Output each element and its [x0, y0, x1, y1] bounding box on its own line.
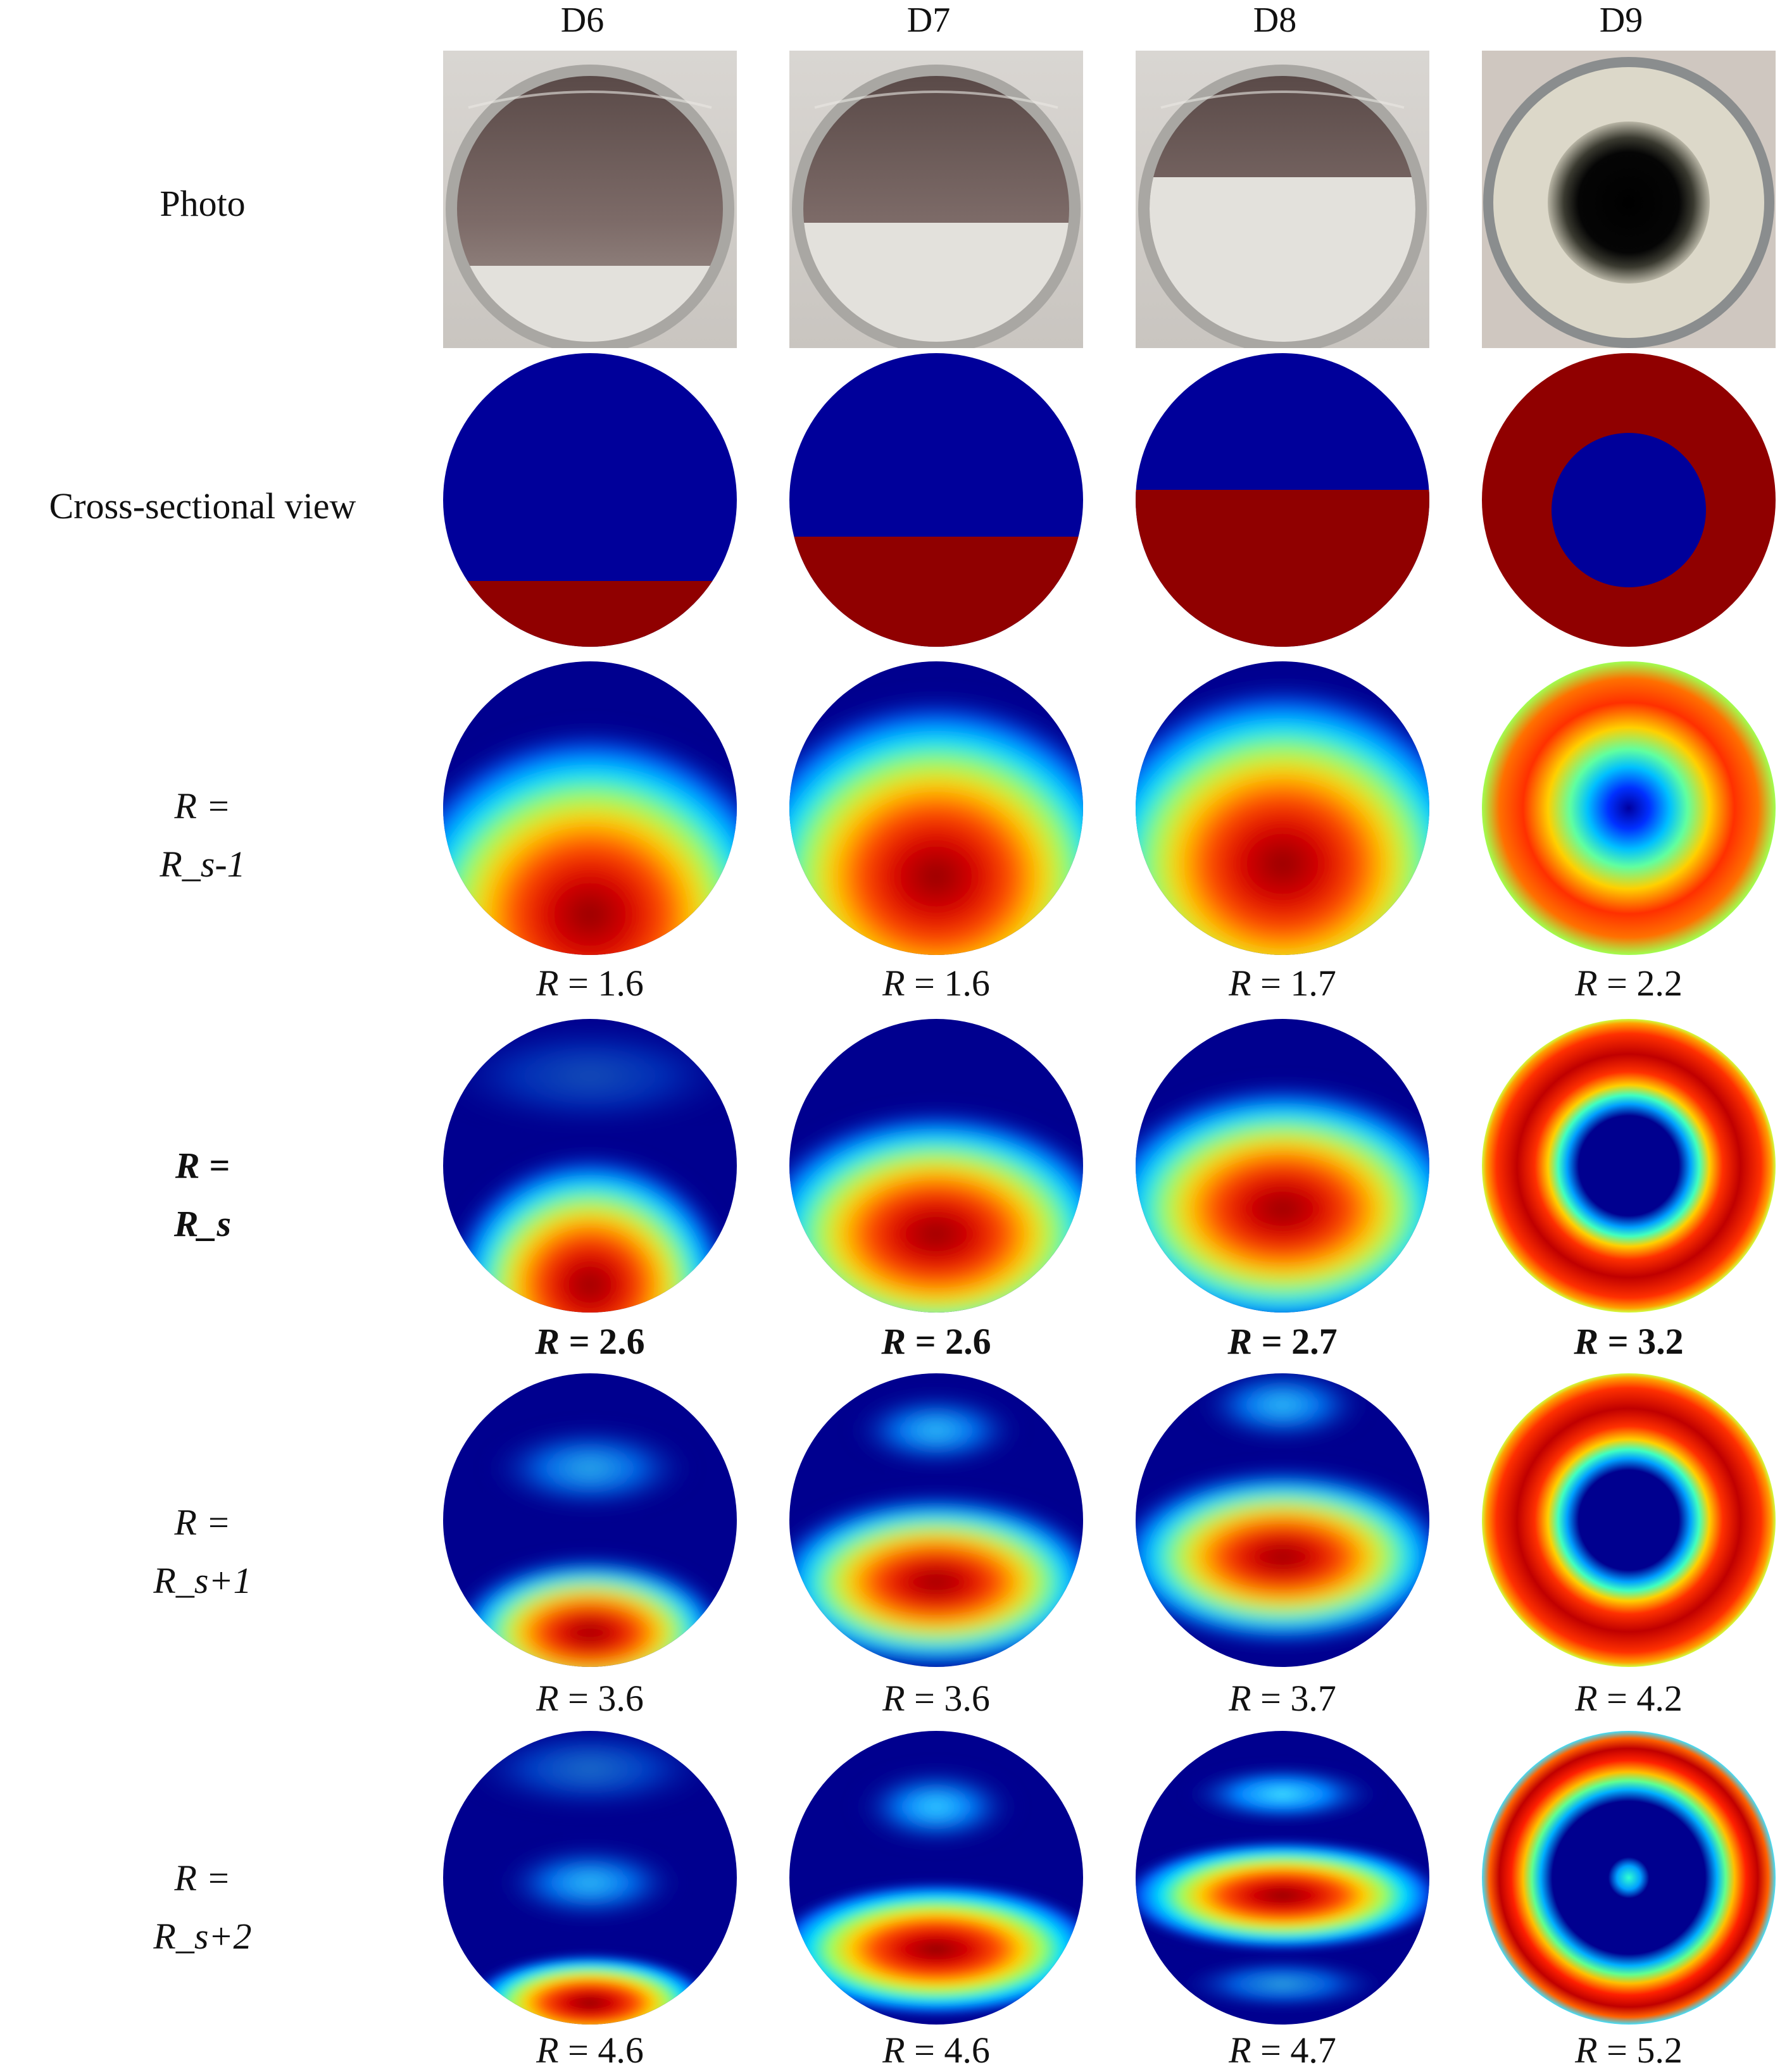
photo-d7 [789, 51, 1083, 348]
caption-r-symbol: R [536, 963, 559, 1004]
caption-r-symbol: R [882, 963, 905, 1004]
caption-d8-r-plus-1: R = 3.7 [1229, 1678, 1336, 1719]
row-label-line2: R_s [173, 1203, 232, 1244]
caption-r-symbol: R [1229, 1678, 1251, 1719]
caption-r-symbol: R [1229, 963, 1251, 1004]
column-header-d8: D8 [1253, 1, 1297, 40]
row-label-cross-section-text: Cross-sectional view [49, 485, 356, 527]
reconstruction-d7-r-plus-2 [789, 1731, 1083, 2025]
reconstruction-d8-r-plus-1 [1136, 1373, 1429, 1667]
caption-d7-r-plus-1: R = 3.6 [882, 1678, 990, 1719]
row-label-line2: R_s-1 [160, 844, 246, 885]
photo-d6 [443, 51, 737, 348]
column-header-d9: D9 [1599, 1, 1643, 40]
caption-d9-r-plus-2: R = 5.2 [1575, 2030, 1683, 2071]
row-label-photo-text: Photo [160, 183, 246, 224]
caption-d6-r-minus-1: R = 1.6 [536, 963, 644, 1004]
reconstruction-d6-r-s [443, 1019, 737, 1313]
caption-r-symbol: R [1229, 2030, 1251, 2071]
row-label-r-minus-1: R = R_s-1 [0, 777, 405, 894]
reconstruction-d9-r-s [1482, 1019, 1776, 1313]
row-label-photo: Photo [0, 175, 405, 233]
photo-d9 [1482, 51, 1776, 348]
caption-d9-r-s: R = 3.2 [1574, 1321, 1684, 1362]
caption-r-symbol: R [882, 2030, 905, 2071]
caption-r-symbol: R [536, 1678, 559, 1719]
row-label-r-s: R = R_s [0, 1137, 405, 1253]
caption-r-symbol: R [535, 1321, 560, 1362]
caption-d9-r-plus-1: R = 4.2 [1575, 1678, 1683, 1719]
reconstruction-d6-r-minus-1 [443, 661, 737, 955]
caption-r-symbol: R [1227, 1321, 1253, 1362]
row-label-line2: R_s+1 [153, 1560, 252, 1601]
row-label-r-plus-2: R = R_s+2 [0, 1849, 405, 1966]
reconstruction-d8-r-plus-2 [1136, 1731, 1429, 2025]
reconstruction-d8-r-minus-1 [1136, 661, 1429, 955]
caption-r-symbol: R [881, 1321, 906, 1362]
caption-r-symbol: R [1575, 1678, 1598, 1719]
reconstruction-d9-r-minus-1 [1482, 661, 1776, 955]
row-label-line1: R = [174, 1857, 231, 1899]
cross-section-d6 [443, 353, 737, 647]
row-label-line2: R_s+2 [153, 1916, 252, 1957]
caption-d8-r-s: R = 2.7 [1227, 1321, 1338, 1362]
reconstruction-d9-r-plus-2 [1482, 1731, 1776, 2025]
caption-r-symbol: R [1574, 1321, 1599, 1362]
caption-r-symbol: R [1575, 2030, 1598, 2071]
column-header-d7: D7 [906, 1, 951, 40]
cross-section-d9 [1482, 353, 1776, 647]
reconstruction-d6-r-plus-2 [443, 1731, 737, 2025]
cross-section-d8 [1136, 353, 1429, 647]
row-label-line1: R = [174, 1502, 231, 1543]
caption-d8-r-plus-2: R = 4.7 [1229, 2030, 1336, 2071]
caption-d7-r-minus-1: R = 1.6 [882, 963, 990, 1004]
photo-d8 [1136, 51, 1429, 348]
column-header-d6: D6 [560, 1, 605, 40]
caption-d8-r-minus-1: R = 1.7 [1229, 963, 1336, 1004]
reconstruction-d7-r-minus-1 [789, 661, 1083, 955]
caption-r-symbol: R [882, 1678, 905, 1719]
row-label-line1: R = [174, 785, 231, 827]
caption-d7-r-plus-2: R = 4.6 [882, 2030, 990, 2071]
caption-d7-r-s: R = 2.6 [881, 1321, 991, 1362]
reconstruction-d7-r-plus-1 [789, 1373, 1083, 1667]
caption-r-symbol: R [536, 2030, 559, 2071]
caption-d6-r-plus-2: R = 4.6 [536, 2030, 644, 2071]
reconstruction-d8-r-s [1136, 1019, 1429, 1313]
reconstruction-d9-r-plus-1 [1482, 1373, 1776, 1667]
caption-d6-r-s: R = 2.6 [535, 1321, 645, 1362]
caption-d6-r-plus-1: R = 3.6 [536, 1678, 644, 1719]
cross-section-d7 [789, 353, 1083, 647]
row-label-r-plus-1: R = R_s+1 [0, 1494, 405, 1610]
row-label-cross-section: Cross-sectional view [0, 477, 405, 535]
caption-r-symbol: R [1575, 963, 1598, 1004]
reconstruction-d7-r-s [789, 1019, 1083, 1313]
caption-d9-r-minus-1: R = 2.2 [1575, 963, 1683, 1004]
reconstruction-d6-r-plus-1 [443, 1373, 737, 1667]
row-label-line1: R = [175, 1145, 230, 1186]
